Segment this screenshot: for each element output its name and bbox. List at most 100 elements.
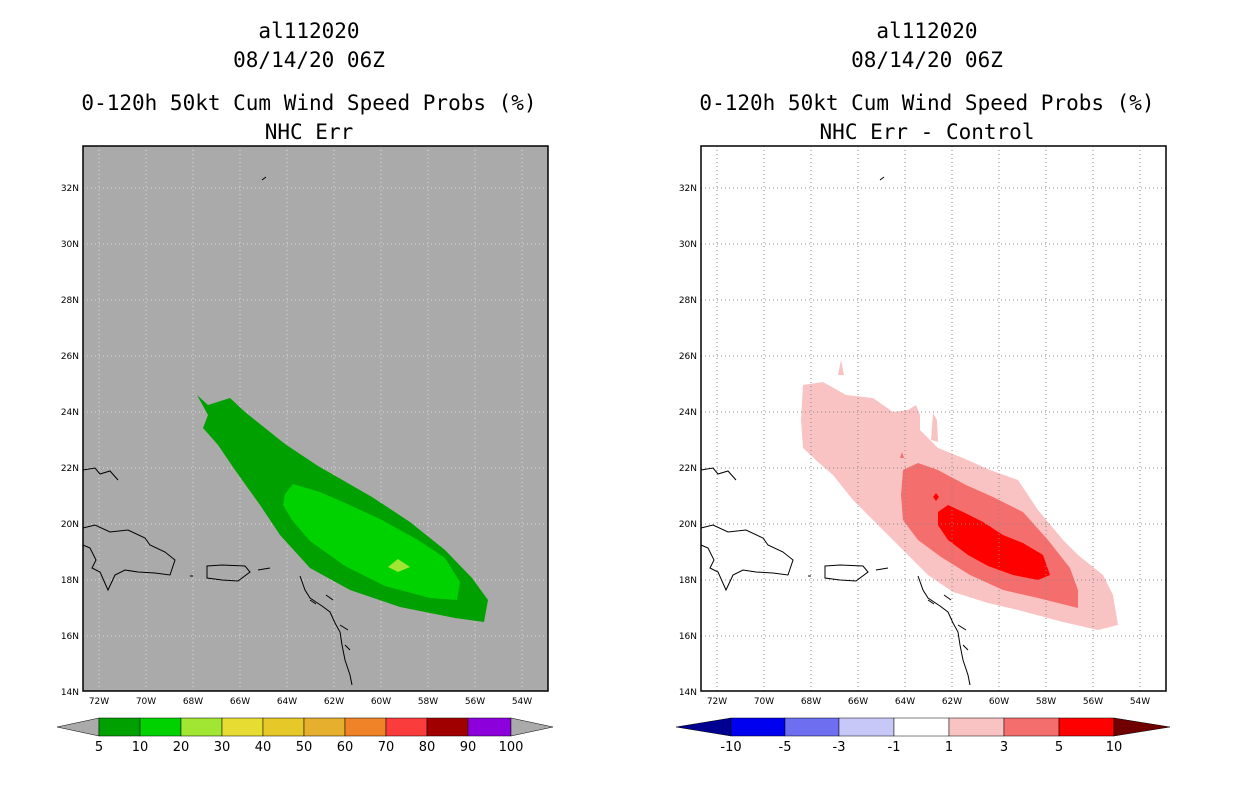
colorbar-segment: [344, 717, 387, 737]
diff-5-10-dot: [933, 493, 939, 501]
colorbar-label: 50: [296, 740, 313, 755]
colorbar-label: 40: [255, 740, 272, 755]
lon-label: 56W: [465, 697, 485, 707]
colorbar-label: -3: [833, 740, 846, 755]
island-north: [261, 176, 267, 181]
lat-labels: 32N 30N 28N 26N 24N 22N 20N 18N 16N 14N: [679, 184, 697, 698]
lat-label: 22N: [679, 464, 697, 474]
lat-label: 20N: [679, 520, 697, 530]
lesser-antilles: [299, 575, 353, 686]
lon-label: 68W: [183, 697, 203, 707]
map-left: 32N 30N 28N 26N 24N 22N 20N 18N 16N 14N …: [61, 145, 549, 707]
virgin-islands: [808, 567, 889, 577]
colorbar-label: 10: [132, 740, 149, 755]
colorbar-segment: [893, 717, 950, 737]
colorbar-label: 5: [1055, 740, 1063, 755]
lon-label: 56W: [1083, 697, 1103, 707]
colorbar-label: -10: [720, 740, 741, 755]
puerto-rico-coast: [824, 564, 869, 582]
lon-labels: 72W 70W 68W 66W 64W 62W 60W 58W 56W 54W: [707, 697, 1150, 707]
hispaniola-coast: [82, 524, 176, 592]
colorbar-segment: [262, 717, 305, 737]
plot-subtitle: NHC Err: [264, 120, 354, 144]
datetime: 08/14/20 06Z: [851, 48, 1003, 72]
colorbar-segments: [730, 717, 1115, 737]
lat-label: 30N: [61, 240, 79, 250]
diff-3-5-dot: [900, 452, 904, 458]
colorbar-label: 90: [460, 740, 477, 755]
lat-label: 14N: [679, 688, 697, 698]
colorbar-segment: [1003, 717, 1060, 737]
colorbar-label: -5: [779, 740, 792, 755]
cuba-tip: [700, 467, 737, 481]
lon-label: 68W: [801, 697, 821, 707]
colorbar-segment: [139, 717, 182, 737]
colorbar-segment: [838, 717, 895, 737]
lat-label: 28N: [61, 296, 79, 306]
lat-label: 22N: [61, 464, 79, 474]
lon-label: 54W: [1130, 697, 1150, 707]
colorbar-over-arrow: [510, 717, 554, 737]
colorbar-label: 80: [419, 740, 436, 755]
hispaniola-coast: [700, 524, 794, 592]
diff-1-3-spike: [931, 413, 938, 442]
lat-label: 20N: [61, 520, 79, 530]
colorbar-segment: [426, 717, 469, 737]
colorbar-segment: [385, 717, 428, 737]
coastlines: [700, 176, 971, 686]
colorbar-segments: [98, 717, 512, 737]
colorbar-segment: [221, 717, 264, 737]
cuba-tip: [82, 467, 119, 481]
lat-label: 18N: [61, 576, 79, 586]
diff-1-3-blob: [838, 360, 844, 375]
plot-title: 0-120h 50kt Cum Wind Speed Probs (%): [81, 91, 537, 115]
map-frame: [700, 145, 1167, 692]
lon-label: 64W: [277, 697, 297, 707]
lon-label: 72W: [89, 697, 109, 707]
lon-label: 58W: [418, 697, 438, 707]
colorbar-label: 60: [337, 740, 354, 755]
lon-label: 62W: [942, 697, 962, 707]
puerto-rico-coast: [206, 564, 251, 582]
lat-label: 28N: [679, 296, 697, 306]
colorbar-label: 20: [173, 740, 190, 755]
colorbar-left: 5 10 20 30 40 50 60 70 80 90 100: [56, 717, 554, 755]
lon-label: 60W: [371, 697, 391, 707]
lesser-antilles: [917, 575, 971, 686]
colorbar-over-arrow: [1113, 717, 1171, 737]
plot-title: 0-120h 50kt Cum Wind Speed Probs (%): [699, 91, 1155, 115]
colorbar-under-arrow: [675, 717, 732, 737]
datetime: 08/14/20 06Z: [233, 48, 385, 72]
prob-10-20-contour: [283, 484, 460, 600]
lat-label: 24N: [61, 408, 79, 418]
colorbar-label: 5: [95, 740, 103, 755]
colorbar-label: 30: [214, 740, 231, 755]
colorbar-segment: [948, 717, 1005, 737]
colorbar-segment: [730, 717, 786, 737]
lat-label: 26N: [679, 352, 697, 362]
storm-id: al112020: [258, 19, 360, 43]
lat-label: 18N: [679, 576, 697, 586]
lon-label: 54W: [512, 697, 532, 707]
colorbar-segment: [303, 717, 346, 737]
lon-labels: 72W 70W 68W 66W 64W 62W 60W 58W 56W 54W: [89, 697, 532, 707]
colorbar-labels: 5 10 20 30 40 50 60 70 80 90 100: [95, 740, 524, 755]
prob-20-30-contour: [388, 559, 410, 572]
lat-labels: 32N 30N 28N 26N 24N 22N 20N 18N 16N 14N: [61, 184, 79, 698]
colorbar-segment: [180, 717, 223, 737]
right-panel: al112020 08/14/20 06Z 0-120h 50kt Cum Wi…: [618, 0, 1236, 800]
lon-label: 66W: [848, 697, 868, 707]
grid-lines: [701, 146, 1166, 691]
lat-label: 32N: [679, 184, 697, 194]
colorbar-label: 10: [1106, 740, 1123, 755]
colorbar-labels: -10 -5 -3 -1 1 3 5 10: [720, 740, 1122, 755]
lon-label: 60W: [989, 697, 1009, 707]
lon-label: 62W: [324, 697, 344, 707]
map-right: 32N 30N 28N 26N 24N 22N 20N 18N 16N 14N …: [679, 145, 1167, 707]
lon-label: 72W: [707, 697, 727, 707]
lon-label: 70W: [136, 697, 156, 707]
colorbar-segment: [467, 717, 512, 737]
colorbar-segment: [784, 717, 840, 737]
colorbar-segment: [1058, 717, 1115, 737]
lon-label: 64W: [895, 697, 915, 707]
